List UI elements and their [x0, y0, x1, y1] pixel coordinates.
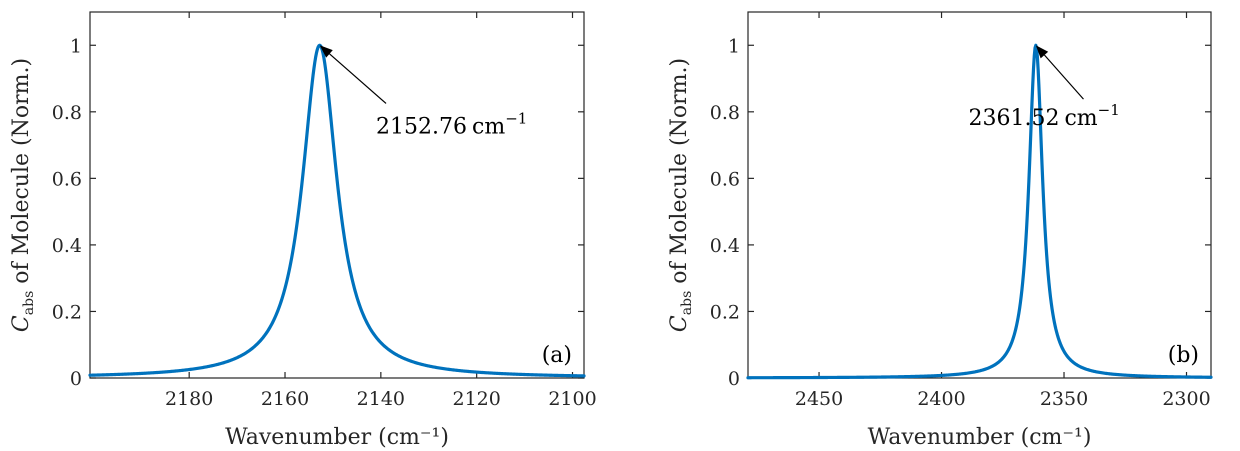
annotation-unit-exponent: −1: [1098, 101, 1120, 119]
x-tick-label: 2450: [795, 388, 843, 410]
x-tick-label: 2350: [1040, 388, 1088, 410]
annotation-unit-exponent: −1: [505, 109, 527, 127]
y-axis-label: Cabs of Molecule (Norm.): [9, 58, 37, 332]
series-line: [88, 43, 586, 378]
x-axis-label: Wavenumber (cm⁻¹): [868, 425, 1092, 450]
y-tick-label: 0: [70, 368, 82, 390]
y-tick-label: 0.6: [710, 168, 740, 190]
y-tick-label: 1: [728, 35, 740, 57]
plot-area: [89, 11, 585, 379]
y-tick-label: 0.8: [52, 102, 82, 124]
annotation-unit: cm: [1064, 106, 1097, 131]
y-tick-label: 0.4: [52, 235, 82, 257]
panel-label: (a): [542, 343, 572, 368]
x-tick-label: 2180: [165, 388, 213, 410]
y-tick-label: 0.2: [710, 301, 740, 323]
x-tick-label: 2400: [917, 388, 965, 410]
annotation-arrow-line: [329, 53, 387, 104]
y-axis-label: Cabs of Molecule (Norm.): [667, 58, 695, 332]
y-tick-label: 0.6: [52, 168, 82, 190]
y-axis-label-sub: abs: [21, 291, 37, 316]
annotation-text: 2361.52 cm−1: [968, 101, 1119, 131]
annotation-value: 2152.76: [376, 114, 467, 139]
annotation-value: 2361.52: [968, 106, 1059, 131]
y-tick-label: 0.8: [710, 102, 740, 124]
chart-panel-b: 2450 2400 2350 2300 0 0.2 0.4 0.6 0.8 1 Wavenumber…: [667, 11, 1213, 450]
y-tick-label: 0: [728, 368, 740, 390]
x-tick-label: 2160: [261, 388, 309, 410]
annotation-text: 2152.76 cm−1: [376, 109, 527, 139]
x-axis-label: Wavenumber (cm⁻¹): [225, 425, 449, 450]
panel-label: (b): [1168, 343, 1199, 368]
y-tick-label: 0.2: [52, 301, 82, 323]
x-tick-label: 2120: [452, 388, 500, 410]
annotation-arrow-head: [319, 45, 333, 58]
chart-panel-a: 2180 2160 2140 2120 2100 0 0.2 0.4 0.6 0.8 1 Wavenu…: [9, 11, 597, 450]
x-tick-label: 2300: [1162, 388, 1210, 410]
annotation-arrow-head: [1035, 45, 1049, 59]
series-line: [746, 43, 1213, 380]
y-tick-label: 0.4: [710, 235, 740, 257]
y-axis-label-main: C: [667, 315, 692, 332]
annotation-unit: cm: [472, 114, 505, 139]
annotation-arrow-line: [1043, 54, 1084, 100]
y-axis-label-rest: of Molecule (Norm.): [9, 58, 34, 291]
y-tick-label: 1: [70, 35, 82, 57]
y-axis-label-rest: of Molecule (Norm.): [667, 58, 692, 291]
plot-area: [747, 11, 1212, 379]
x-tick-label: 2140: [357, 388, 405, 410]
y-axis-label-sub: abs: [679, 291, 695, 316]
x-tick-label: 2100: [548, 388, 596, 410]
y-axis-label-main: C: [9, 315, 34, 332]
